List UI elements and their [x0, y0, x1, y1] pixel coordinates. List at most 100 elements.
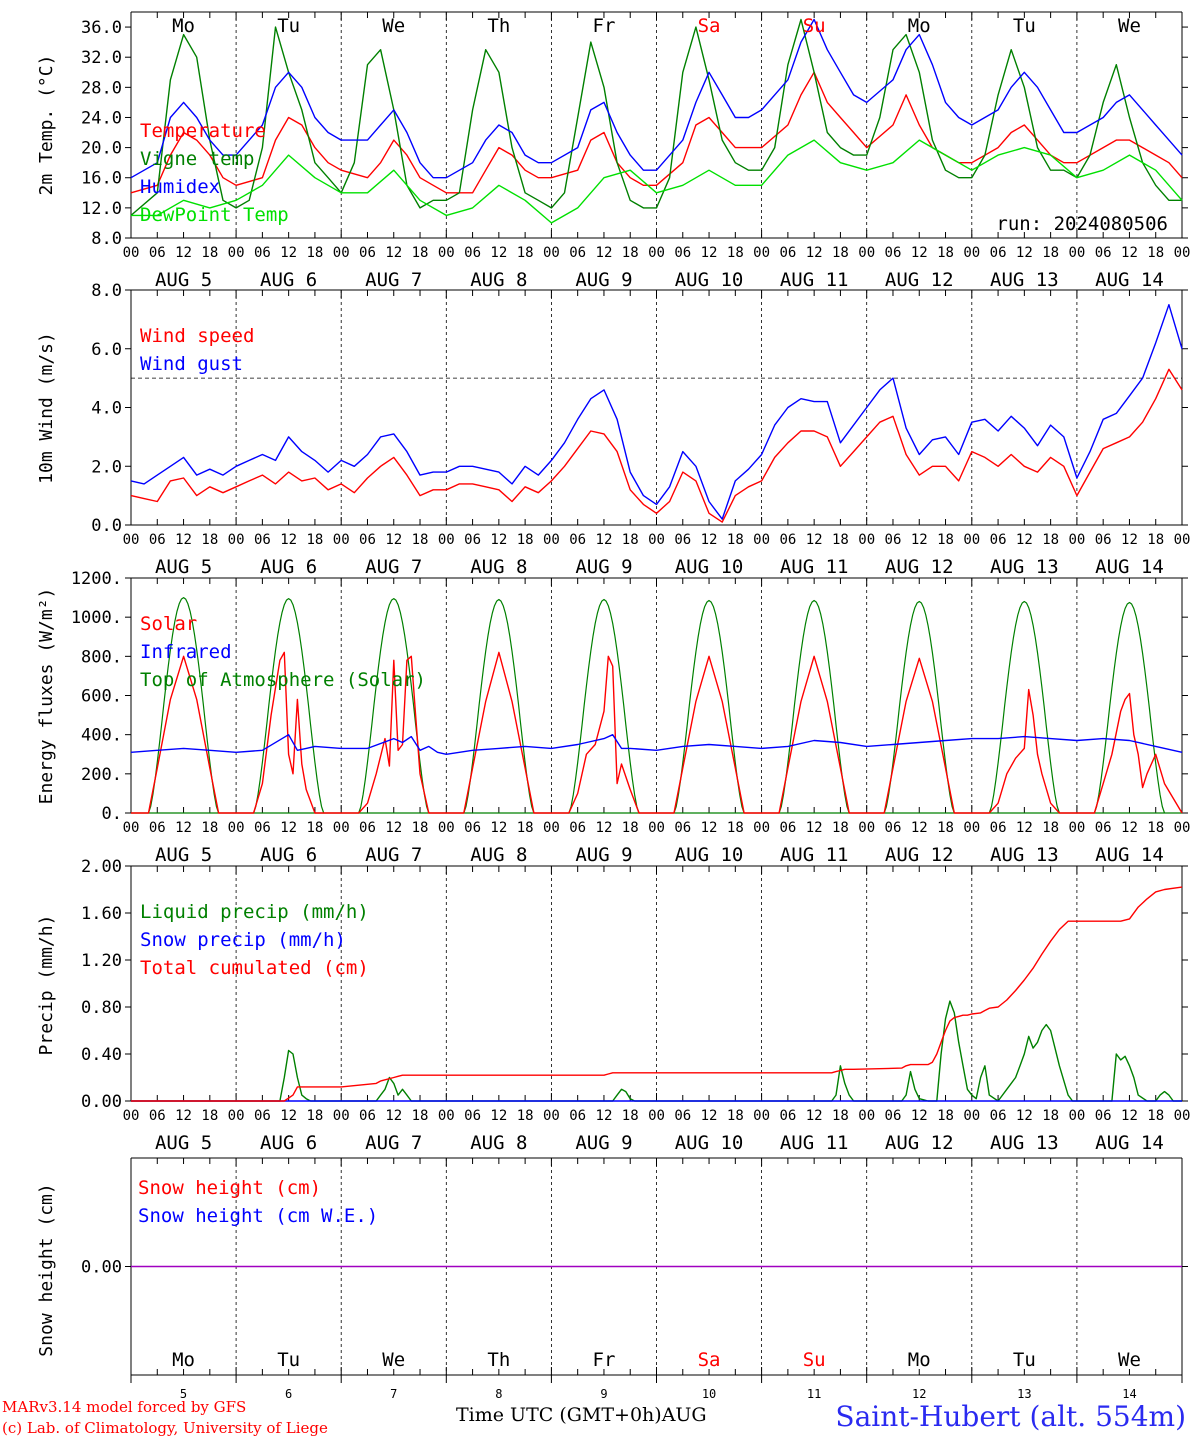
day-label: AUG 14: [1095, 844, 1164, 866]
hour-label: 18: [517, 1108, 534, 1124]
hour-label: 12: [175, 532, 192, 548]
day-label: AUG 7: [365, 269, 422, 291]
hour-label: 18: [727, 245, 744, 261]
series-line-humidex: [130, 18, 1183, 179]
y-tick-label: 20.0: [81, 139, 122, 159]
hour-label: 12: [806, 1108, 823, 1124]
hour-label: 18: [832, 245, 849, 261]
hour-label: 06: [254, 1108, 271, 1124]
weekday-label: Tu: [1013, 1349, 1036, 1371]
hour-label: 00: [648, 1108, 665, 1124]
legend-temperature: Temperature: [140, 120, 266, 142]
series-line-wind-speed: [130, 368, 1183, 523]
station-name: Saint-Hubert (alt. 554m): [835, 1400, 1186, 1433]
hour-label: 12: [911, 820, 928, 836]
day-label: AUG 8: [470, 1132, 527, 1154]
hour-label: 00: [333, 532, 350, 548]
hour-label: 12: [385, 820, 402, 836]
weekday-label: Sa: [698, 1349, 721, 1371]
hour-label: 12: [490, 245, 507, 261]
hour-label: 12: [1121, 245, 1138, 261]
series-line-total-cumulated-cm-: [131, 886, 1183, 1102]
day-label: AUG 12: [885, 1132, 954, 1154]
day-label: AUG 14: [1095, 556, 1164, 578]
day-label: AUG 10: [675, 844, 744, 866]
day-label: AUG 8: [470, 269, 527, 291]
hour-label: 06: [359, 1108, 376, 1124]
hour-label: 06: [885, 820, 902, 836]
legend-wind-gust: Wind gust: [140, 353, 243, 375]
y-tick-label: 0.80: [81, 998, 122, 1018]
toa-solar-curve-day-13: [988, 600, 1060, 814]
hour-label: 12: [701, 820, 718, 836]
hour-label: 00: [648, 532, 665, 548]
hour-label: 06: [359, 245, 376, 261]
hour-label: 00: [333, 820, 350, 836]
day-label: AUG 5: [155, 269, 212, 291]
hour-label-end: 00: [1174, 820, 1191, 836]
y-tick-label: 32.0: [81, 48, 122, 68]
day-label: AUG 11: [780, 844, 849, 866]
hour-label: 00: [543, 1108, 560, 1124]
hour-label: 12: [596, 245, 613, 261]
y-tick-label: 4.0: [91, 399, 122, 419]
y-tick-label: 0.0: [91, 516, 122, 536]
weekday-label: We: [382, 15, 405, 37]
weekday-label: Mo: [908, 15, 931, 37]
hour-label: 06: [674, 820, 691, 836]
day-label: AUG 5: [155, 844, 212, 866]
y-tick-label: 6.0: [91, 340, 122, 360]
hour-label: 06: [149, 532, 166, 548]
hour-label: 12: [1121, 820, 1138, 836]
hour-label: 18: [832, 1108, 849, 1124]
hour-label: 06: [149, 245, 166, 261]
day-label: AUG 12: [885, 844, 954, 866]
legend-total-cumulated-cm-: Total cumulated (cm): [140, 957, 369, 979]
y-tick-label: 24.0: [81, 108, 122, 128]
hour-label: 06: [464, 820, 481, 836]
day-number-label: 9: [600, 1387, 607, 1401]
legend-snow-height-cm-: Snow height (cm): [138, 1177, 321, 1199]
hour-label: 12: [596, 1108, 613, 1124]
hour-label: 18: [622, 245, 639, 261]
weekday-label: Th: [487, 1349, 510, 1371]
hour-label: 18: [622, 1108, 639, 1124]
day-label: AUG 8: [470, 844, 527, 866]
hour-label: 00: [543, 245, 560, 261]
weekday-label: Fr: [593, 15, 616, 37]
hour-label: 12: [911, 532, 928, 548]
y-tick-label: 0.40: [81, 1045, 122, 1065]
legend-liquid-precip-mm-h-: Liquid precip (mm/h): [140, 901, 369, 923]
hour-label: 00: [753, 245, 770, 261]
weekday-label: Mo: [172, 15, 195, 37]
weekday-label: Th: [487, 15, 510, 37]
hour-label: 12: [280, 532, 297, 548]
weekday-label: Fr: [593, 1349, 616, 1371]
hour-label: 00: [753, 1108, 770, 1124]
day-label: AUG 13: [990, 1132, 1059, 1154]
hour-label: 00: [963, 532, 980, 548]
y-tick-label: 600.: [81, 687, 122, 707]
hour-label: 00: [438, 820, 455, 836]
day-number-label: 11: [807, 1387, 821, 1401]
day-label: AUG 10: [675, 1132, 744, 1154]
hour-label: 00: [858, 1108, 875, 1124]
day-label: AUG 6: [260, 556, 317, 578]
day-label: AUG 8: [470, 556, 527, 578]
day-number-label: 10: [702, 1387, 716, 1401]
hour-label: 18: [412, 820, 429, 836]
y-tick-label: 12.0: [81, 199, 122, 219]
hour-label: 18: [937, 245, 954, 261]
day-label: AUG 6: [260, 1132, 317, 1154]
hour-label: 12: [806, 532, 823, 548]
hour-label: 00: [543, 820, 560, 836]
hour-label: 00: [858, 532, 875, 548]
day-label: AUG 10: [675, 556, 744, 578]
y-tick-label: 400.: [81, 726, 122, 746]
hour-label: 00: [228, 820, 245, 836]
weekday-label: Su: [803, 15, 826, 37]
hour-label: 18: [727, 820, 744, 836]
hour-label: 06: [1095, 532, 1112, 548]
day-label: AUG 5: [155, 1132, 212, 1154]
